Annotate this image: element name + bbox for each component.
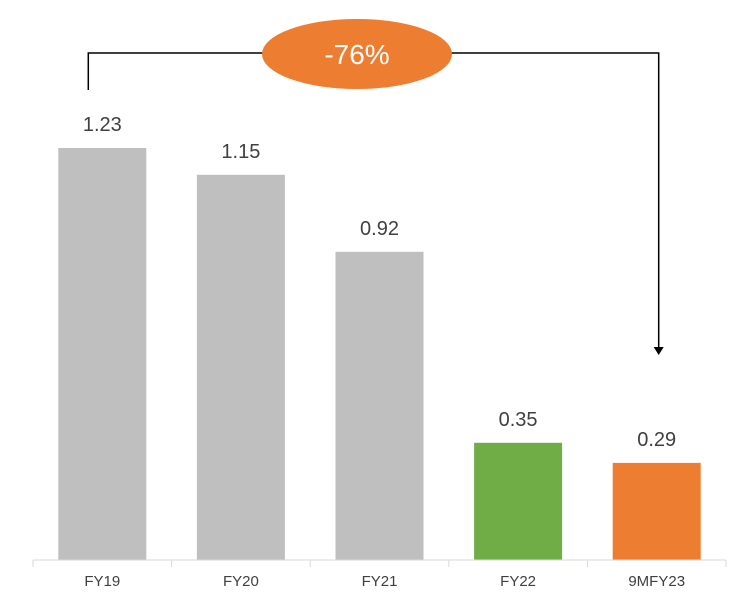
x-tick-label-fy19: FY19: [84, 573, 120, 590]
bar-fy19: [58, 148, 147, 560]
data-label-fy21: 0.92: [360, 218, 399, 240]
x-tick-label-fy20: FY20: [223, 573, 259, 590]
x-axis: FY19 FY20 FY21 FY22 9MFY23: [32, 559, 727, 590]
bar-fy21: [335, 251, 424, 561]
data-label-fy20: 1.15: [221, 141, 260, 163]
change-badge-label: -76%: [324, 39, 389, 70]
change-badge: [262, 19, 452, 89]
change-annotation: -76%: [87, 19, 664, 355]
arrow-head-icon: [653, 347, 664, 355]
bars-layer: [58, 148, 701, 561]
data-labels-layer: 1.23 1.15 0.92 0.35 0.29: [83, 114, 676, 451]
data-label-fy22: 0.35: [499, 409, 538, 431]
x-tick-label-9mfy23: 9MFY23: [628, 573, 685, 590]
bar-fy20: [196, 174, 285, 561]
bar-9mfy23: [612, 462, 701, 560]
data-label-9mfy23: 0.29: [637, 429, 676, 451]
x-tick-label-fy21: FY21: [362, 573, 398, 590]
data-label-fy19: 1.23: [83, 114, 122, 136]
x-tick-label-fy22: FY22: [500, 573, 536, 590]
bar-fy22: [474, 442, 563, 560]
